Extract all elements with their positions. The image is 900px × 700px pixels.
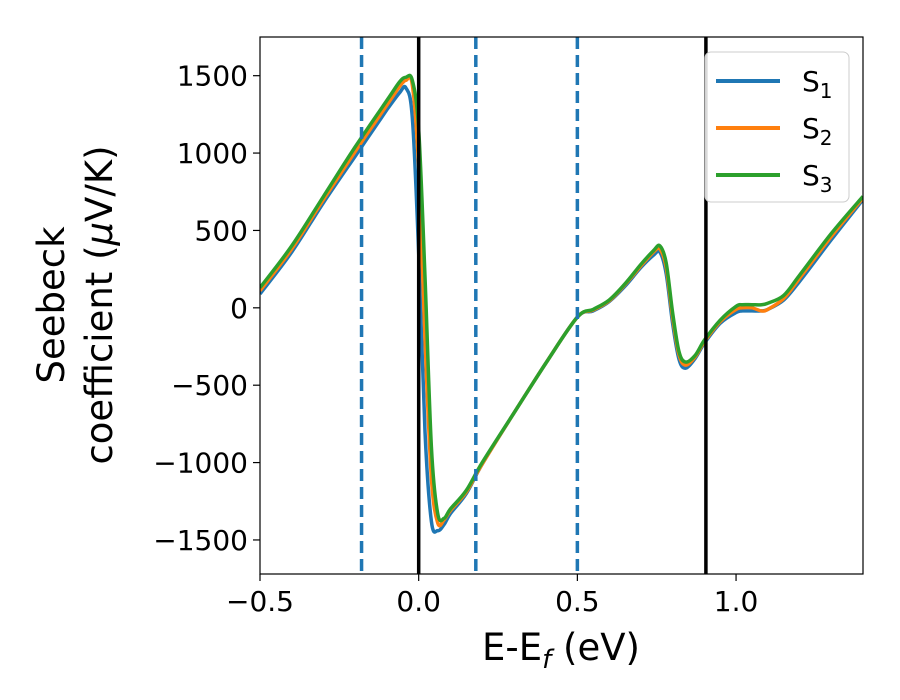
y-axis-title-line1: Seebeck	[30, 226, 73, 384]
y-tick-label: 500	[195, 214, 248, 247]
x-tick-label: 0.5	[555, 585, 600, 618]
x-tick-label: −0.5	[226, 585, 294, 618]
y-tick-label: −1000	[153, 447, 248, 480]
x-tick-label: 0.0	[396, 585, 441, 618]
legend-label-s2: S2	[802, 112, 833, 150]
legend: S1 S2 S3	[704, 51, 850, 203]
x-tick-label: 1.0	[714, 585, 759, 618]
series-line-s3	[260, 73, 863, 523]
y-axis-title-line2: coefficient (μV/K)	[78, 145, 121, 464]
legend-label-s3: S3	[802, 159, 833, 197]
y-tick-label: 1000	[177, 137, 248, 170]
plot-frame	[259, 36, 864, 575]
series-layer	[260, 73, 863, 534]
x-axis-title: E-Ef (eV)	[482, 626, 640, 675]
legend-label-s1: S1	[802, 65, 833, 103]
y-ticks: 1500 1000 500 0 −500 −1000 −1500	[153, 60, 260, 557]
x-ticks: −0.5 0.0 0.5 1.0	[226, 574, 758, 618]
y-tick-label: 1500	[177, 60, 248, 93]
y-tick-label: 0	[230, 292, 248, 325]
y-tick-label: −500	[171, 369, 248, 402]
y-tick-label: −1500	[153, 524, 248, 557]
y-axis-title: Seebeck coefficient (μV/K)	[30, 145, 121, 464]
